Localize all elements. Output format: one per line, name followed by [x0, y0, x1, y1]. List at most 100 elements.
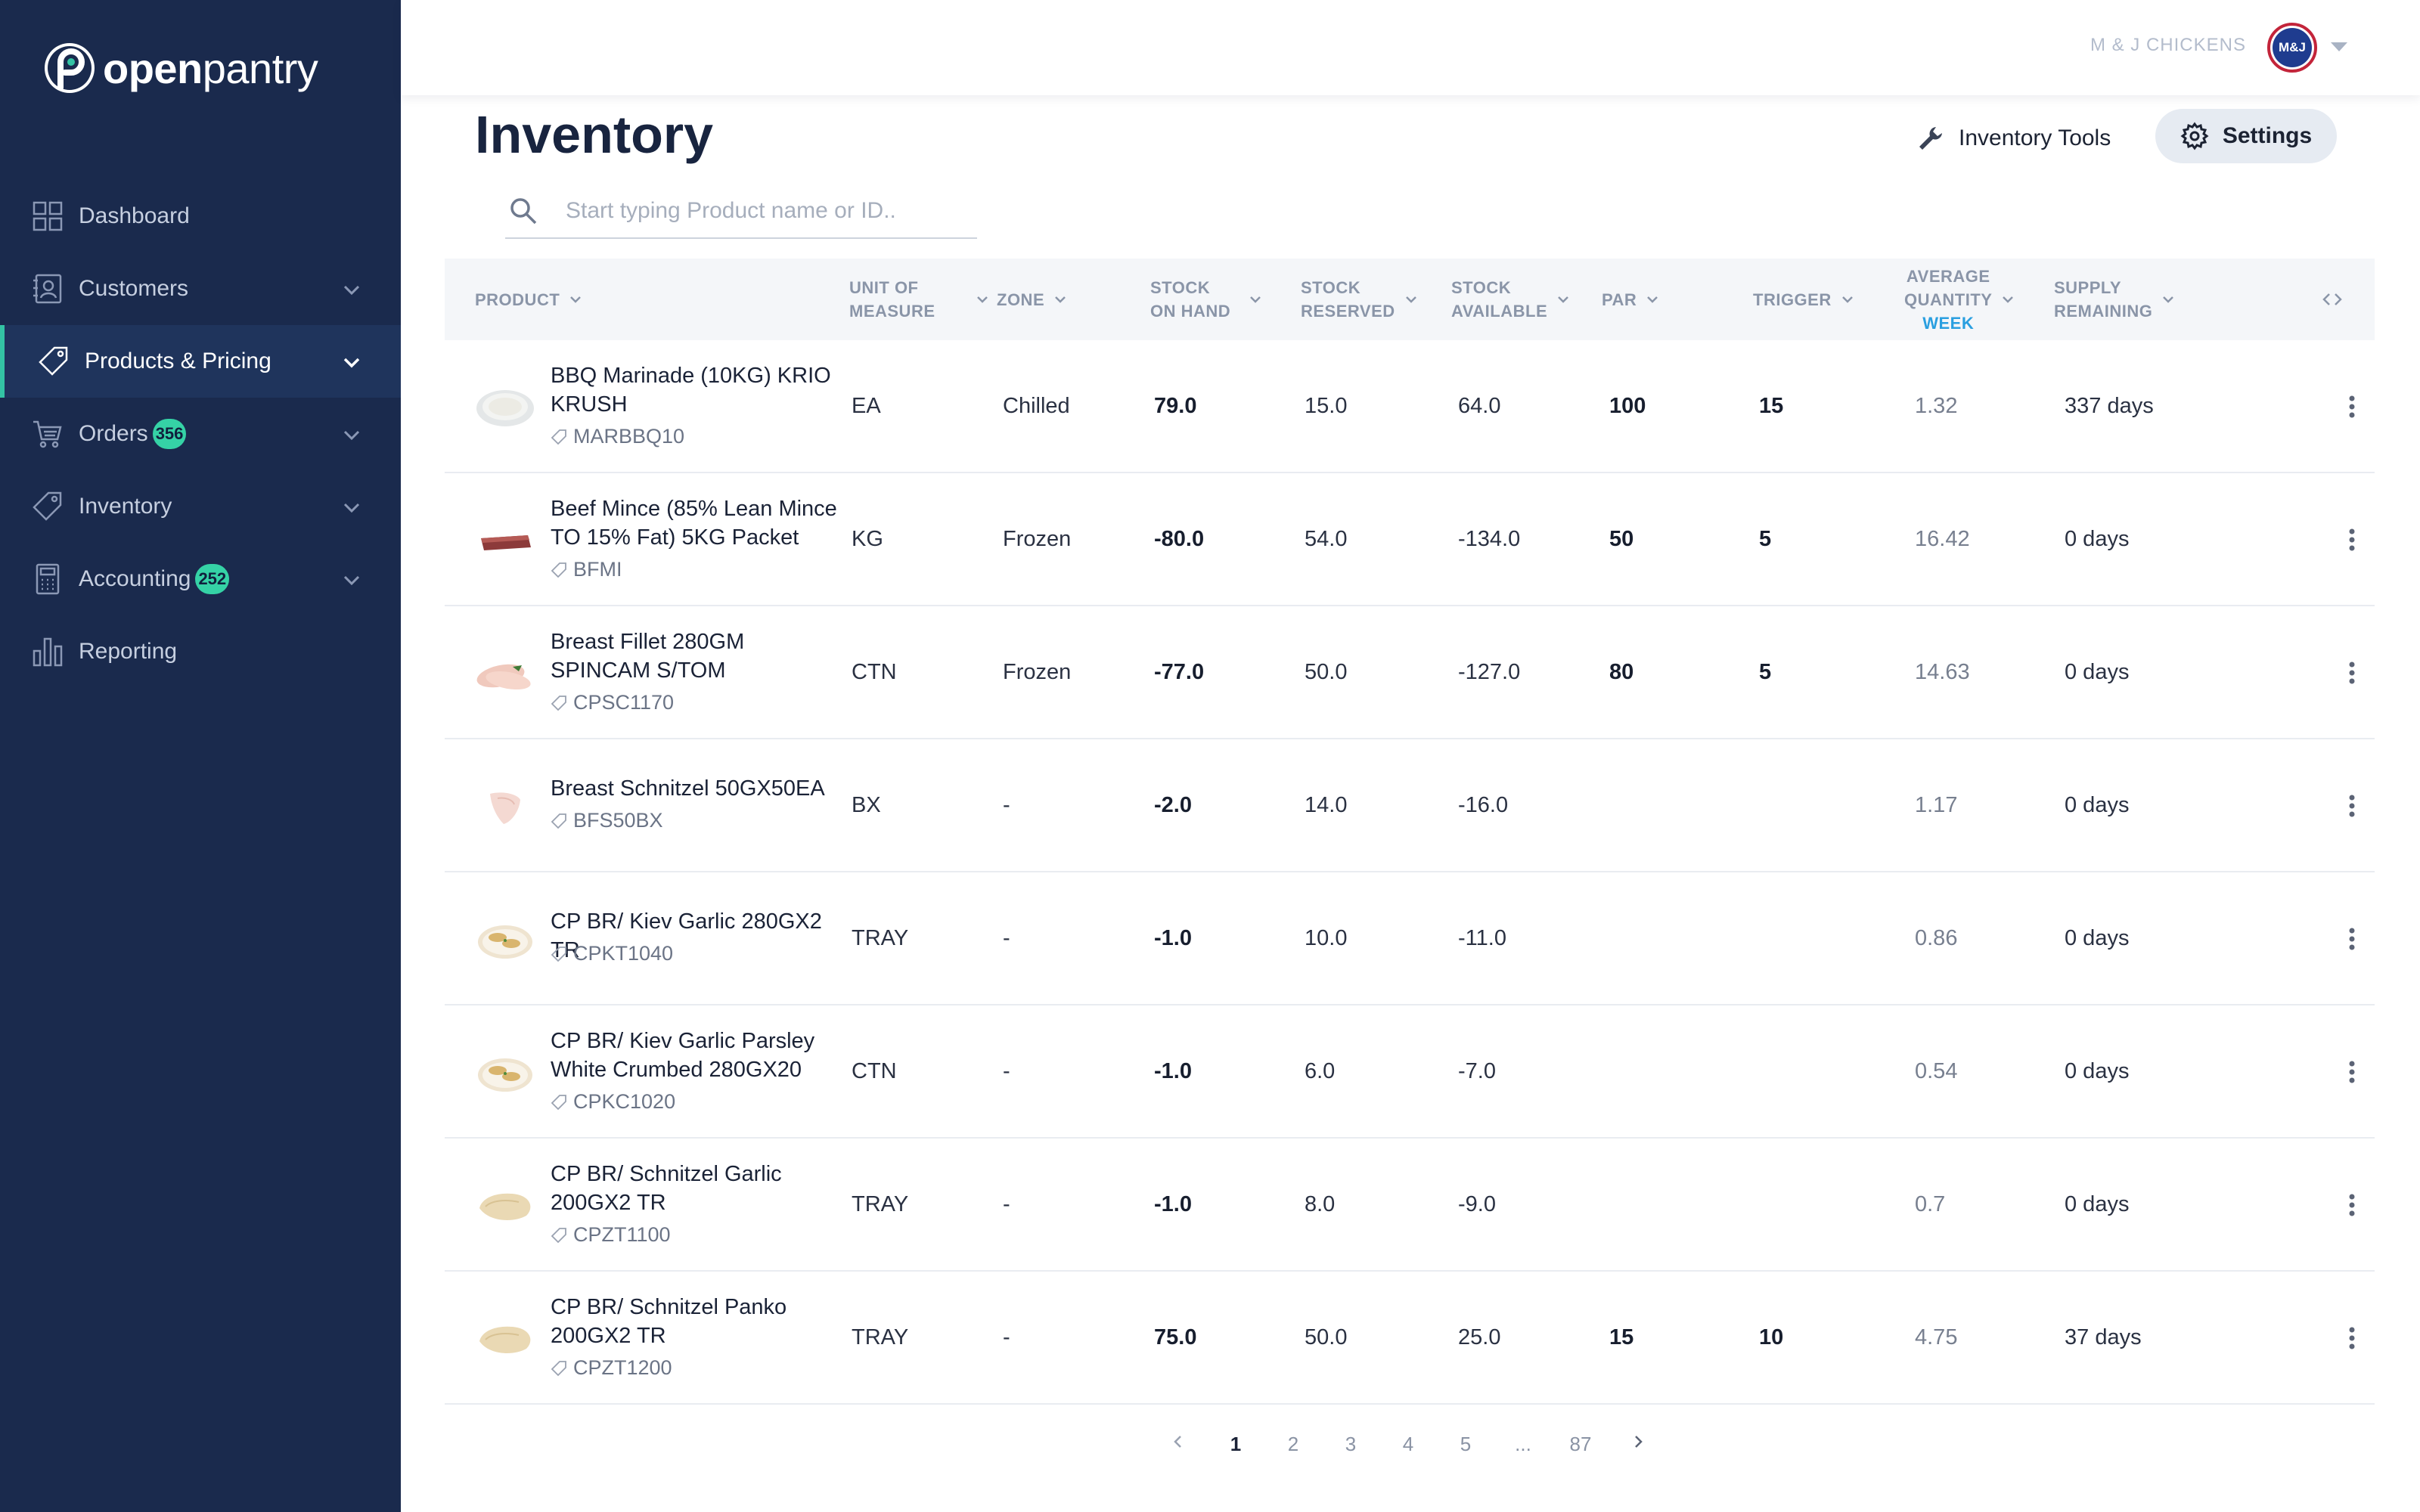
trigger-level[interactable]: 10 [1759, 1325, 1784, 1349]
product-name[interactable]: BBQ Marinade (10KG) KRIO KRUSH [551, 364, 831, 417]
more-vertical-icon[interactable] [2337, 658, 2367, 688]
table-row[interactable]: Breast Fillet 280GM SPINCAM S/TOM CPSC1170… [445, 606, 2375, 739]
product-name[interactable]: CP BR/ Kiev Garlic Parsley White Crumbed … [551, 1029, 815, 1082]
page-2-button[interactable]: 2 [1287, 1432, 1299, 1455]
product-thumbnail [475, 1182, 535, 1228]
col-header-trigger[interactable]: TRIGGER [1753, 259, 1856, 340]
caret-down-icon[interactable] [2331, 42, 2347, 51]
stock-on-hand[interactable]: -2.0 [1154, 792, 1192, 817]
expand-columns-button[interactable] [2320, 259, 2344, 340]
product-name[interactable]: CP BR/ Schnitzel Garlic 200GX2 TR [551, 1162, 782, 1215]
openpantry-logo[interactable]: openpantry [42, 38, 318, 98]
product-name[interactable]: CP BR/ Kiev Garlic 280GX2 TR [551, 909, 822, 962]
sidebar-item-customers[interactable]: Customers [0, 253, 401, 325]
more-vertical-icon[interactable] [2337, 791, 2367, 821]
col-header-par[interactable]: PAR [1602, 259, 1661, 340]
search-input[interactable] [566, 198, 929, 224]
sidebar-item-products-pricing[interactable]: Products & Pricing [0, 325, 401, 398]
product-thumbnail [475, 650, 535, 696]
more-vertical-icon[interactable] [2337, 525, 2367, 555]
product-thumbnail [475, 916, 535, 962]
code-brackets-icon [2322, 293, 2342, 305]
table-row[interactable]: CP BR/ Kiev Garlic Parsley White Crumbed … [445, 1005, 2375, 1139]
zone: - [1003, 1325, 1010, 1349]
stock-available: 64.0 [1458, 393, 1501, 418]
sidebar-item-orders[interactable]: Orders 356 [0, 398, 401, 470]
gear-icon [2180, 122, 2209, 150]
col-header-unit-of-measure[interactable]: UNIT OF MEASURE [849, 259, 935, 340]
stock-on-hand[interactable]: -1.0 [1154, 1058, 1192, 1083]
trigger-level[interactable]: 5 [1759, 659, 1772, 684]
trigger-level[interactable]: 15 [1759, 393, 1784, 418]
unit-of-measure: TRAY [852, 925, 909, 950]
page-1-button[interactable]: 1 [1230, 1432, 1242, 1455]
stock-on-hand[interactable]: 75.0 [1154, 1325, 1197, 1349]
tag-icon [551, 1360, 566, 1376]
product-name[interactable]: Beef Mince (85% Lean Mince TO 15% Fat) 5K… [551, 497, 837, 550]
cart-icon [33, 420, 62, 448]
settings-button[interactable]: Settings [2155, 109, 2337, 163]
page-4-button[interactable]: 4 [1402, 1432, 1414, 1455]
stock-on-hand[interactable]: -80.0 [1154, 526, 1205, 551]
next-page-button[interactable] [1609, 1433, 1667, 1456]
more-vertical-icon[interactable] [2337, 924, 2367, 954]
col-header-stock-available[interactable]: STOCK AVAILABLE [1451, 259, 1571, 340]
average-quantity: 14.63 [1915, 659, 1970, 684]
chevron-down-icon [343, 503, 360, 513]
supply-remaining: 0 days [2065, 659, 2130, 684]
sidebar-item-label: Customers [79, 276, 189, 301]
more-vertical-icon[interactable] [2337, 1323, 2367, 1353]
product-thumbnail [475, 783, 535, 829]
par-level[interactable]: 80 [1609, 659, 1634, 684]
period-week-link[interactable]: WEEK [1922, 313, 1975, 333]
par-level[interactable]: 15 [1609, 1325, 1634, 1349]
par-level[interactable]: 50 [1609, 526, 1634, 551]
sidebar-item-reporting[interactable]: Reporting [0, 615, 401, 688]
table-row[interactable]: Breast Schnitzel 50GX50EA BFS50BX BX - -2.0 1… [445, 739, 2375, 872]
company-avatar[interactable]: M&J [2267, 23, 2317, 73]
trigger-level[interactable]: 5 [1759, 526, 1772, 551]
more-vertical-icon[interactable] [2337, 392, 2367, 422]
unit-of-measure: CTN [852, 1058, 897, 1083]
table-row[interactable]: BBQ Marinade (10KG) KRIO KRUSH MARBBQ10 EA C… [445, 340, 2375, 473]
page-3-button[interactable]: 3 [1345, 1432, 1357, 1455]
par-level[interactable]: 100 [1609, 393, 1646, 418]
orders-count-badge: 356 [152, 419, 187, 449]
page-87-button[interactable]: 87 [1569, 1432, 1592, 1455]
previous-page-button[interactable] [1150, 1433, 1207, 1456]
stock-on-hand[interactable]: 79.0 [1154, 393, 1197, 418]
sidebar-item-accounting[interactable]: Accounting 252 [0, 543, 401, 615]
col-header-stock-reserved[interactable]: STOCK RESERVED [1301, 259, 1419, 340]
tag-icon [551, 813, 566, 829]
col-header-product[interactable]: PRODUCT [475, 259, 584, 340]
stock-on-hand[interactable]: -77.0 [1154, 659, 1205, 684]
table-row[interactable]: CP BR/ Kiev Garlic 280GX2 TR CPKT1040 TRAY… [445, 872, 2375, 1005]
sidebar-item-dashboard[interactable]: Dashboard [0, 180, 401, 253]
more-vertical-icon[interactable] [2337, 1057, 2367, 1087]
col-header-zone[interactable]: ZONE [974, 259, 1069, 340]
more-vertical-icon[interactable] [2337, 1190, 2367, 1220]
sidebar-item-label: Inventory [79, 494, 172, 519]
col-header-stock-on-hand[interactable]: STOCK ON HAND [1150, 259, 1264, 340]
zone: - [1003, 925, 1010, 950]
table-row[interactable]: Beef Mince (85% Lean Mince TO 15% Fat) 5K… [445, 473, 2375, 606]
stock-reserved: 14.0 [1305, 792, 1348, 817]
stock-on-hand[interactable]: -1.0 [1154, 1191, 1192, 1216]
table-header: PRODUCT UNIT OF MEASURE ZONE STOCK ON HAND… [445, 259, 2375, 340]
search-icon [510, 198, 537, 225]
top-bar: M & J CHICKENS M&J [401, 0, 2420, 95]
stock-available: -11.0 [1458, 925, 1506, 950]
settings-label: Settings [2222, 123, 2313, 148]
table-row[interactable]: CP BR/ Schnitzel Panko 200GX2 TR CPZT1200 T… [445, 1272, 2375, 1405]
table-row[interactable]: CP BR/ Schnitzel Garlic 200GX2 TR CPZT1100… [445, 1139, 2375, 1272]
average-quantity: 4.75 [1915, 1325, 1958, 1349]
product-name[interactable]: Breast Fillet 280GM SPINCAM S/TOM [551, 630, 745, 683]
product-name[interactable]: Breast Schnitzel 50GX50EA [551, 776, 825, 801]
product-name[interactable]: CP BR/ Schnitzel Panko 200GX2 TR [551, 1295, 787, 1348]
inventory-tools-button[interactable]: Inventory Tools [1916, 112, 2111, 165]
sidebar-item-inventory[interactable]: Inventory [0, 470, 401, 543]
stock-on-hand[interactable]: -1.0 [1154, 925, 1192, 950]
col-header-average-quantity[interactable]: AVERAGE QUANTITY WEEK [1904, 259, 2016, 340]
col-header-supply-remaining[interactable]: SUPPLY REMAINING [2054, 259, 2176, 340]
page-5-button[interactable]: 5 [1460, 1432, 1472, 1455]
